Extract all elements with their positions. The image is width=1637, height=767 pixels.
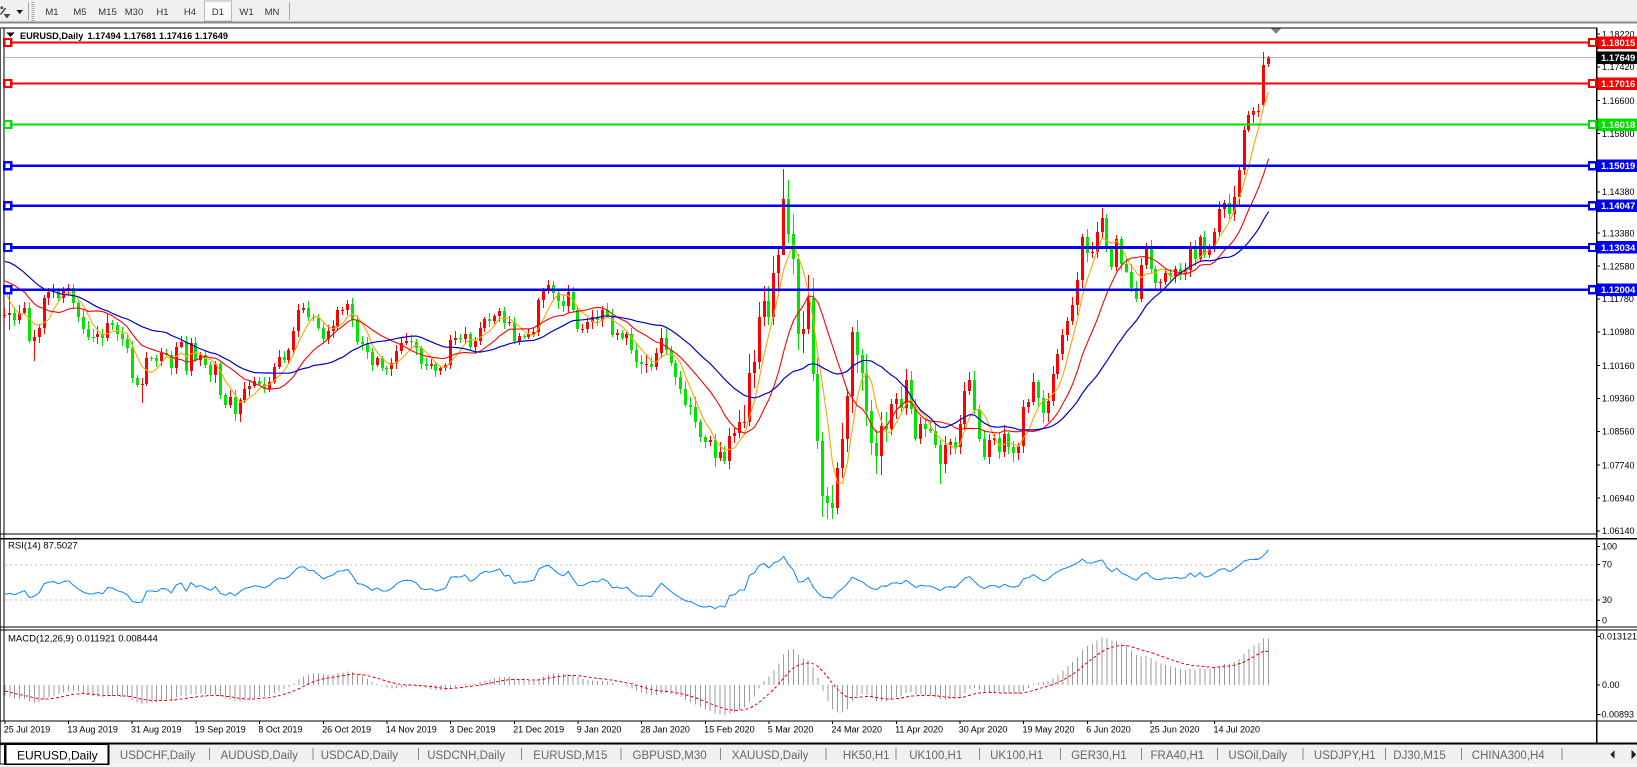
svg-text:5 Mar 2020: 5 Mar 2020 [768,725,814,735]
svg-text:1.18220: 1.18220 [1602,29,1635,39]
svg-text:1.07740: 1.07740 [1602,460,1635,470]
svg-text:-0.00893: -0.00893 [1599,710,1635,720]
svg-text:3 Dec 2019: 3 Dec 2019 [449,725,495,735]
svg-text:25 Jul 2019: 25 Jul 2019 [4,725,51,735]
svg-text:1.16600: 1.16600 [1602,96,1635,106]
svg-text:1.11780: 1.11780 [1602,294,1634,304]
svg-text:11 Apr 2020: 11 Apr 2020 [895,725,943,735]
svg-text:1.10980: 1.10980 [1602,327,1635,337]
svg-text:H1: H1 [156,7,168,18]
svg-text:0.013121: 0.013121 [1600,632,1637,642]
svg-text:70: 70 [1602,560,1612,570]
svg-text:1.16018: 1.16018 [1601,120,1635,131]
svg-text:1.15019: 1.15019 [1601,161,1635,172]
svg-text:30 Apr 2020: 30 Apr 2020 [959,725,1008,735]
svg-text:8 Oct 2019: 8 Oct 2019 [258,725,302,735]
svg-text:24 Mar 2020: 24 Mar 2020 [832,725,883,735]
svg-text:9 Jan 2020: 9 Jan 2020 [577,725,622,735]
svg-text:CHINA300,H4: CHINA300,H4 [1472,750,1545,762]
svg-text:1.17649: 1.17649 [1601,53,1635,64]
svg-text:1.17016: 1.17016 [1601,79,1635,90]
svg-text:19 Sep 2019: 19 Sep 2019 [195,725,246,735]
svg-text:DJ30,M15: DJ30,M15 [1393,750,1445,762]
svg-text:14 Nov 2019: 14 Nov 2019 [386,725,437,735]
svg-text:FRA40,H1: FRA40,H1 [1151,750,1205,762]
svg-text:USDCNH,Daily: USDCNH,Daily [427,750,505,762]
svg-text:EURUSD,Daily: EURUSD,Daily [20,31,84,41]
svg-text:RSI(14) 87.5027: RSI(14) 87.5027 [8,541,78,552]
svg-text:USDCAD,Daily: USDCAD,Daily [321,750,399,762]
svg-text:H4: H4 [184,7,196,18]
svg-text:15 Feb 2020: 15 Feb 2020 [704,725,755,735]
svg-text:M30: M30 [125,7,143,18]
svg-text:MACD(12,26,9) 0.011921 0.00844: MACD(12,26,9) 0.011921 0.008444 [8,634,158,645]
svg-text:30: 30 [1602,595,1612,605]
svg-text:USDCHF,Daily: USDCHF,Daily [120,750,196,762]
svg-text:AUDUSD,Daily: AUDUSD,Daily [221,750,299,762]
svg-text:M1: M1 [45,7,58,18]
svg-text:1.10160: 1.10160 [1602,361,1635,371]
svg-text:1.13034: 1.13034 [1601,243,1636,254]
svg-text:EURUSD,M15: EURUSD,M15 [533,750,607,762]
svg-text:USOil,Daily: USOil,Daily [1228,750,1287,762]
svg-text:MN: MN [265,7,280,18]
svg-text:0.00: 0.00 [1602,680,1620,690]
svg-text:14 Jul 2020: 14 Jul 2020 [1214,725,1261,735]
svg-text:HK50,H1: HK50,H1 [843,750,890,762]
svg-text:M15: M15 [98,7,116,18]
svg-text:1.12580: 1.12580 [1602,261,1635,271]
svg-text:USDJPY,H1: USDJPY,H1 [1314,750,1376,762]
svg-text:28 Jan 2020: 28 Jan 2020 [640,725,690,735]
svg-text:1.17494 1.17681 1.17416 1.1764: 1.17494 1.17681 1.17416 1.17649 [88,31,229,41]
svg-text:1.08560: 1.08560 [1602,427,1635,437]
svg-text:EURUSD,Daily: EURUSD,Daily [17,749,98,763]
svg-text:1.09360: 1.09360 [1602,394,1635,404]
svg-text:13 Aug 2019: 13 Aug 2019 [67,725,118,735]
svg-text:25 Jun 2020: 25 Jun 2020 [1150,725,1200,735]
svg-text:19 May 2020: 19 May 2020 [1023,725,1075,735]
svg-text:GBPUSD,M30: GBPUSD,M30 [633,750,707,762]
svg-text:M5: M5 [73,7,86,18]
svg-text:100: 100 [1602,542,1617,552]
svg-text:UK100,H1: UK100,H1 [990,750,1043,762]
svg-text:21 Dec 2019: 21 Dec 2019 [513,725,564,735]
svg-text:1.06940: 1.06940 [1602,493,1635,503]
svg-text:1.14380: 1.14380 [1602,187,1635,197]
svg-text:26 Oct 2019: 26 Oct 2019 [322,725,371,735]
svg-text:1.12004: 1.12004 [1601,285,1636,296]
svg-text:D1: D1 [212,7,224,18]
svg-text:0: 0 [1602,616,1607,626]
svg-text:GER30,H1: GER30,H1 [1071,750,1127,762]
svg-text:W1: W1 [239,7,253,18]
svg-text:1.14047: 1.14047 [1601,201,1635,212]
svg-text:1.18015: 1.18015 [1601,38,1636,49]
svg-text:1.15800: 1.15800 [1602,129,1635,139]
svg-text:6 Jun 2020: 6 Jun 2020 [1086,725,1131,735]
svg-text:1.06140: 1.06140 [1602,526,1635,536]
svg-text:1.17420: 1.17420 [1602,62,1635,72]
svg-text:UK100,H1: UK100,H1 [909,750,962,762]
svg-text:XAUUSD,Daily: XAUUSD,Daily [732,750,809,762]
svg-text:31 Aug 2019: 31 Aug 2019 [131,725,182,735]
svg-text:1.13380: 1.13380 [1602,228,1635,238]
